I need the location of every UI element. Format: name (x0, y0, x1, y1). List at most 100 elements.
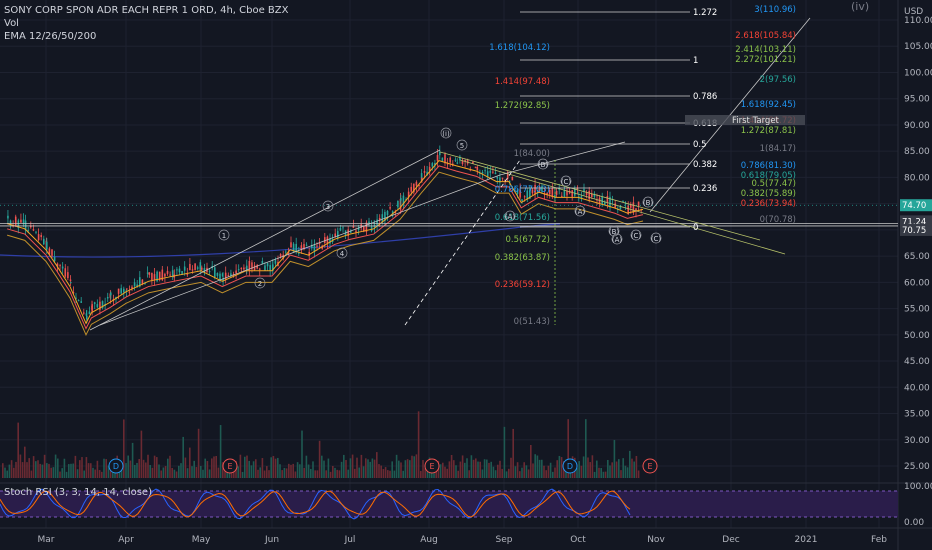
volume-bar (268, 470, 270, 478)
candle-body (337, 231, 339, 239)
wave-label-circle (218, 229, 230, 241)
wave-label-circle (611, 233, 623, 245)
volume-bar (204, 458, 206, 478)
volume-bar (178, 465, 180, 478)
volume-bar (497, 464, 499, 478)
price-tick-label: 65.00 (904, 252, 930, 262)
volume-bar (635, 455, 638, 478)
volume-bar (490, 461, 492, 478)
volume-bar (479, 461, 481, 478)
wave-label: 2 (258, 280, 262, 288)
volume-bar (321, 455, 323, 478)
candle-body (151, 272, 153, 281)
fib-mid-label: 1(84.00) (514, 149, 550, 159)
earnings-marker[interactable] (424, 458, 440, 474)
candle-body (141, 279, 144, 284)
candle-body (492, 171, 494, 173)
volume-bar (169, 455, 171, 478)
candle-body (266, 263, 269, 267)
volume-bar (96, 460, 99, 478)
candle-body (494, 172, 497, 175)
earnings-marker[interactable] (642, 458, 658, 474)
earnings-marker[interactable] (222, 458, 238, 474)
volume-bar (327, 458, 330, 478)
volume-bar (140, 430, 143, 478)
volume-bar (329, 471, 332, 478)
wave-label-circle (560, 175, 572, 187)
stoch-d-line (0, 490, 631, 518)
candle-body (506, 172, 509, 179)
candle-body (521, 199, 523, 201)
volume-bar (611, 462, 613, 478)
candle-body (133, 282, 136, 287)
wave-label-circle (504, 210, 516, 222)
volume-bar (552, 471, 554, 478)
candle-body (606, 195, 609, 203)
volume-bar (629, 450, 631, 478)
candle-body (484, 170, 486, 172)
volume-bar (283, 467, 286, 478)
candle-body (339, 227, 342, 231)
volume-bar (274, 458, 277, 478)
volume-bar (57, 458, 59, 478)
volume-bar (415, 454, 418, 478)
candle-body (421, 177, 423, 182)
wave-label: (B) (643, 199, 654, 207)
volume-bar (15, 461, 17, 478)
fib-right-label: 0.382(75.89) (741, 189, 796, 199)
volume-bar (367, 459, 369, 478)
volume-bar (549, 462, 552, 478)
candle-body (7, 215, 9, 219)
candle-body (614, 203, 616, 208)
candle-body (251, 262, 253, 270)
candle-body (516, 189, 519, 194)
price-tick-label: 90.00 (904, 121, 930, 131)
candle-body (196, 267, 199, 269)
volume-bar (543, 465, 545, 478)
volume-bar (420, 470, 422, 478)
candle-body (538, 188, 541, 193)
volume-bar (103, 458, 105, 478)
earnings-marker[interactable] (562, 458, 578, 474)
wave-label: (A) (612, 236, 623, 244)
wave-label: (B) (538, 161, 549, 169)
candle-body (378, 217, 381, 221)
earnings-marker[interactable] (108, 458, 124, 474)
price-tick-label: 110.00 (904, 16, 932, 26)
volume-bar (585, 419, 587, 478)
volume-bar (448, 461, 451, 478)
volume-bar (63, 458, 66, 478)
volume-bar (525, 465, 528, 478)
volume-bar (468, 470, 470, 478)
volume-bar (303, 467, 305, 478)
fib-right-label: 0.236(73.94) (741, 199, 796, 209)
candle-body (508, 181, 511, 183)
volume-bar (244, 456, 246, 478)
wave-label: 1 (222, 232, 226, 240)
candle-body (313, 245, 316, 253)
volume-bar (90, 463, 92, 478)
volume-bar (290, 464, 292, 478)
candle-body (126, 288, 128, 290)
volume-bar (336, 469, 338, 478)
volume-bar (248, 460, 250, 478)
volume-bar (193, 460, 195, 478)
price-tick-label: 30.00 (904, 436, 930, 446)
target-arrow-line (499, 141, 626, 176)
candle-body (622, 201, 624, 203)
volume-bar (409, 460, 411, 478)
volume-bar (512, 428, 514, 478)
volume-bar (149, 464, 151, 478)
candle-body (166, 270, 169, 274)
volume-bar (237, 466, 239, 478)
volume-bar (332, 465, 334, 478)
volume-bar (622, 458, 624, 478)
candle-body (128, 291, 131, 293)
candle-body (413, 183, 415, 193)
fib-right-label: 1.272(87.81) (741, 126, 796, 136)
candle-body (59, 265, 61, 267)
wave-label-circle (630, 229, 642, 241)
volume-bar (631, 458, 633, 478)
volume-bar (37, 460, 39, 478)
